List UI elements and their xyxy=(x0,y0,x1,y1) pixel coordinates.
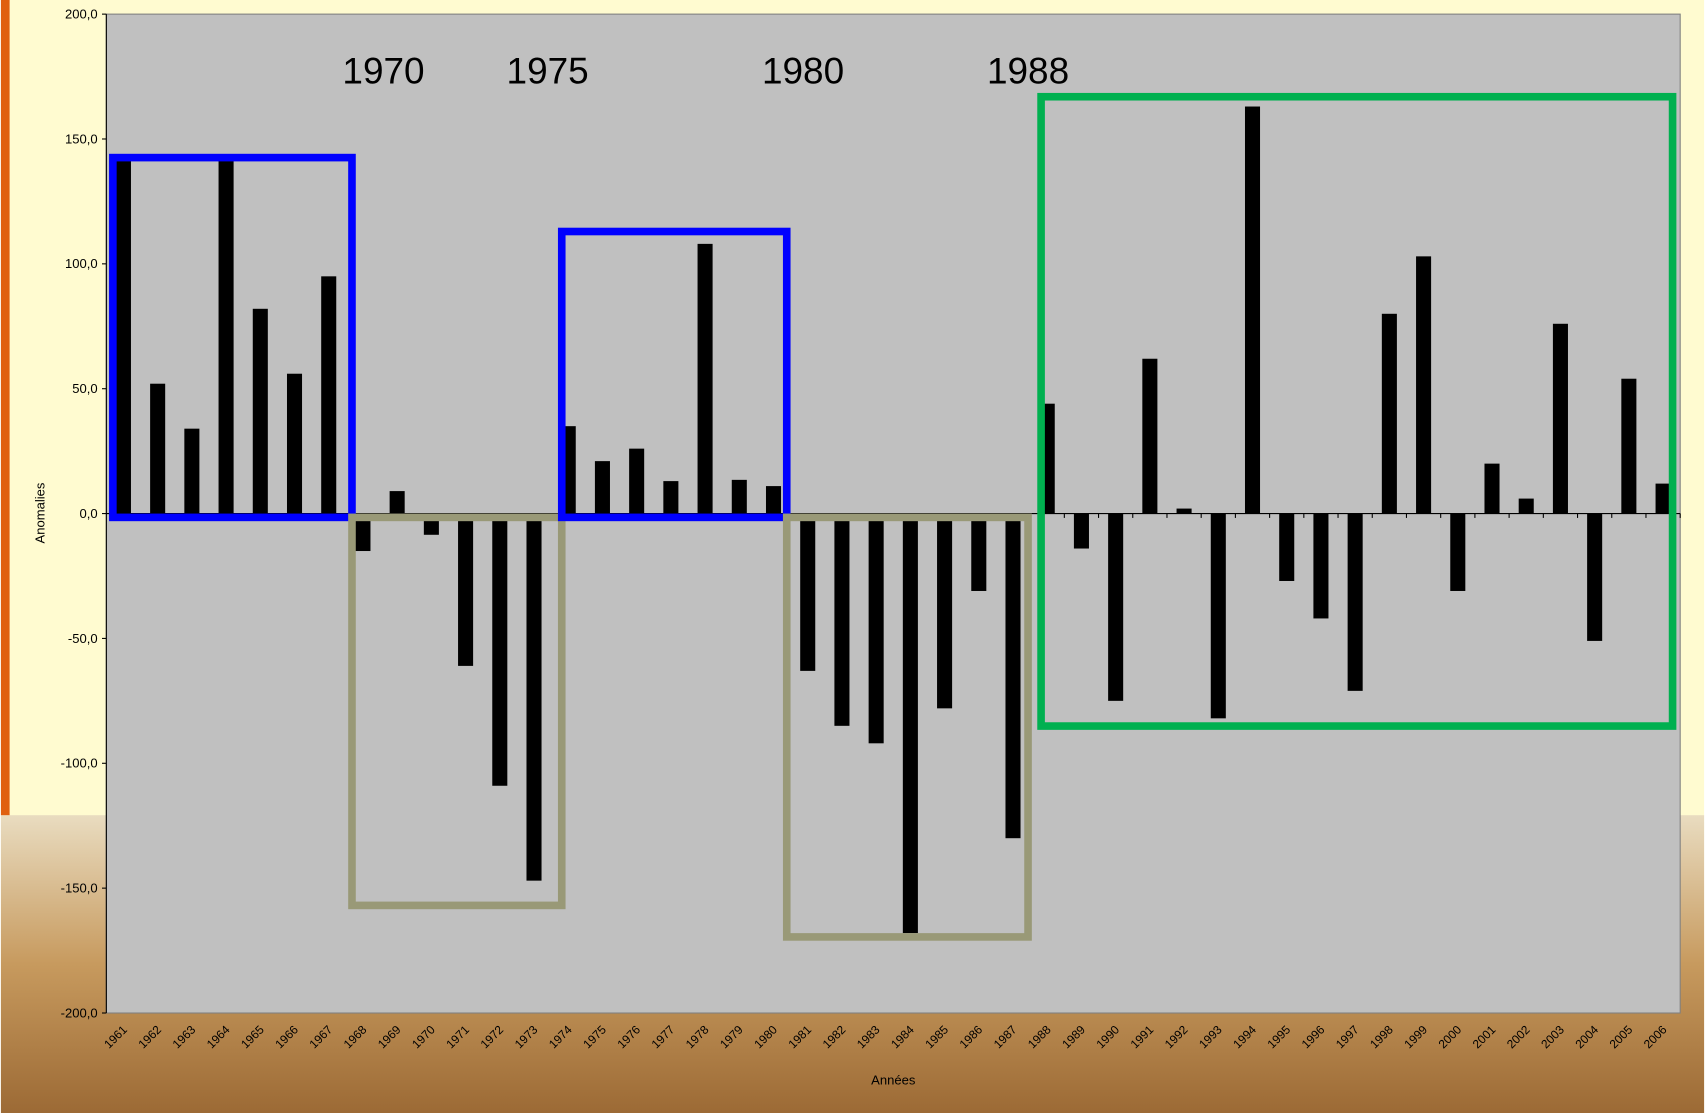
bar xyxy=(1279,513,1295,581)
bar xyxy=(1552,323,1568,514)
bar xyxy=(834,513,850,726)
bar xyxy=(321,276,337,514)
bar xyxy=(218,158,234,514)
annotation: 1975 xyxy=(507,51,589,92)
x-axis-label: Années xyxy=(871,1073,916,1088)
bar xyxy=(1587,513,1603,641)
y-tick-label: -150,0 xyxy=(61,880,98,895)
y-tick-label: 200,0 xyxy=(65,6,98,21)
bar xyxy=(868,513,884,744)
bar xyxy=(526,513,542,881)
bar xyxy=(1518,498,1534,514)
bar xyxy=(937,513,953,709)
bar xyxy=(1621,378,1637,514)
bar xyxy=(1416,256,1432,514)
y-tick-label: 0,0 xyxy=(80,506,98,521)
y-tick-label: -200,0 xyxy=(61,1005,98,1020)
highlight-box xyxy=(782,513,1032,941)
bar xyxy=(115,158,131,514)
bar xyxy=(1005,513,1021,839)
bar xyxy=(697,243,713,514)
bar xyxy=(971,513,987,591)
bar xyxy=(1142,358,1158,514)
bar xyxy=(1347,513,1363,691)
y-tick-label: 50,0 xyxy=(72,381,97,396)
bar xyxy=(1210,513,1226,719)
bar xyxy=(1313,513,1329,619)
bar xyxy=(1073,513,1089,549)
annotation: 1980 xyxy=(762,51,844,92)
y-tick-label: 150,0 xyxy=(65,131,98,146)
highlight-box xyxy=(109,153,356,522)
bar xyxy=(458,513,474,666)
highlight-box xyxy=(348,513,566,910)
bar xyxy=(594,461,610,514)
bar xyxy=(1655,483,1671,514)
bar xyxy=(150,383,166,514)
highlight-box xyxy=(1037,92,1677,730)
bar xyxy=(731,479,747,514)
bar xyxy=(1108,513,1124,701)
bar xyxy=(765,486,782,514)
y-tick-label: -100,0 xyxy=(61,756,98,771)
bar xyxy=(1484,463,1500,514)
y-axis-label: Anomalies xyxy=(32,482,47,543)
annotation: 1970 xyxy=(342,51,424,92)
bar xyxy=(492,513,508,786)
y-tick-label: 100,0 xyxy=(65,256,98,271)
highlight-box xyxy=(557,227,791,522)
y-tick-label: -50,0 xyxy=(68,631,98,646)
bar xyxy=(184,428,200,514)
bar xyxy=(286,373,303,514)
left-border xyxy=(0,0,10,816)
bar xyxy=(389,491,405,514)
bar xyxy=(800,513,816,671)
bar xyxy=(902,513,918,934)
bar xyxy=(629,448,645,514)
bar xyxy=(1381,313,1397,514)
bar xyxy=(1450,513,1466,591)
annotation: 1988 xyxy=(987,51,1069,92)
bar xyxy=(355,513,371,552)
bar xyxy=(1176,508,1192,514)
bar xyxy=(663,481,679,514)
bar xyxy=(252,308,268,514)
bar xyxy=(1244,106,1261,514)
